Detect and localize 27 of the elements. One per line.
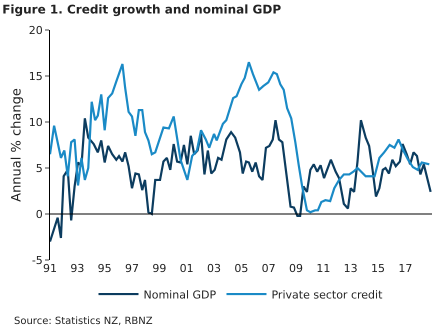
x-tick-label: 15 [371,262,386,275]
x-tick-label: 17 [398,262,412,275]
y-axis-title: Annual % change [10,88,25,202]
x-tick-label: 93 [70,262,84,275]
y-tick-label: 10 [28,116,43,129]
x-tick-label: 91 [43,262,57,275]
x-tick-label: 05 [234,262,248,275]
y-tick-label: 0 [36,208,43,221]
y-tick-label: 20 [28,24,43,37]
x-tick-label: 99 [152,262,166,275]
source-note: Source: Statistics NZ, RBNZ [14,316,153,327]
x-tick-label: 97 [125,262,139,275]
x-tick-label: 11 [316,262,330,275]
x-tick-label: 01 [180,262,194,275]
y-tick-label: -5 [32,254,43,267]
chart-title: Figure 1. Credit growth and nominal GDP [2,2,282,16]
y-tick-label: 15 [28,70,43,83]
x-tick-label: 13 [344,262,358,275]
x-tick-label: 95 [98,262,112,275]
line-series [50,117,432,243]
x-tick-label: 07 [262,262,276,275]
x-tick-label: 03 [207,262,222,275]
x-tick-label: 09 [289,262,304,275]
legend-label: Nominal GDP [144,288,216,302]
y-tick-label: 5 [36,162,43,175]
legend-label: Private sector credit [271,288,384,302]
line-series [50,61,430,214]
